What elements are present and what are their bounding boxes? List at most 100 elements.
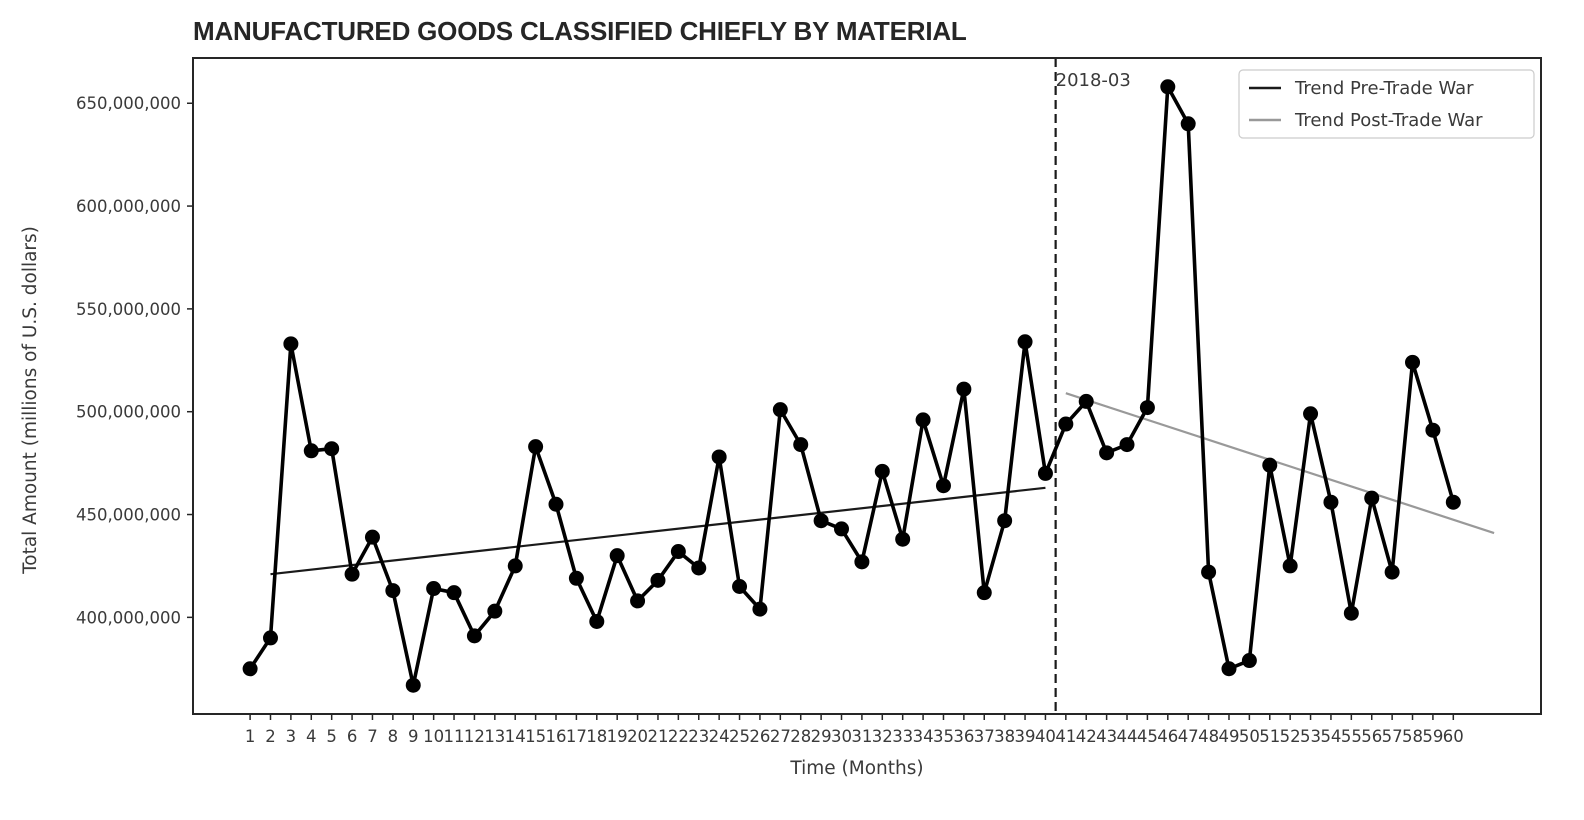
data-point <box>732 579 748 595</box>
data-point <box>487 603 503 619</box>
x-tick-label: 11 <box>444 727 465 746</box>
data-point <box>793 437 809 453</box>
x-tick-label: 1 <box>245 727 256 746</box>
x-tick-label: 17 <box>566 727 587 746</box>
trade-war-label: 2018-03 <box>1056 70 1131 91</box>
x-tick-label: 41 <box>1055 727 1076 746</box>
data-point <box>711 449 727 465</box>
data-point <box>874 463 890 479</box>
y-axis-label: Total Amount (millions of U.S. dollars) <box>20 226 41 575</box>
data-point <box>507 558 523 574</box>
data-point <box>1364 490 1380 506</box>
trade-war-marker: 2018-03 <box>1054 58 1131 714</box>
data-point <box>1282 558 1298 574</box>
y-axis: 400,000,000 450,000,000 500,000,000 550,000… <box>76 94 193 627</box>
y-tick-label: 650,000,000 <box>76 94 181 113</box>
x-tick-label: 54 <box>1320 727 1341 746</box>
data-point <box>609 548 625 564</box>
x-tick-label: 22 <box>668 727 689 746</box>
data-point <box>446 585 462 601</box>
x-tick-label: 53 <box>1300 727 1321 746</box>
data-point <box>344 566 360 582</box>
x-tick-label: 15 <box>525 727 546 746</box>
x-tick-label: 42 <box>1076 727 1097 746</box>
data-point <box>242 661 258 677</box>
data-point <box>1303 406 1319 422</box>
x-tick-label: 20 <box>627 727 648 746</box>
x-tick-label: 37 <box>974 727 995 746</box>
legend: Trend Pre-Trade War Trend Post-Trade War <box>1238 69 1535 139</box>
x-tick-label: 31 <box>851 727 872 746</box>
data-point <box>1445 494 1461 510</box>
data-point <box>854 554 870 570</box>
x-tick-label: 24 <box>709 727 730 746</box>
data-point <box>568 570 584 586</box>
x-tick-label: 32 <box>872 727 893 746</box>
legend-label: Trend Post-Trade War <box>1294 110 1483 131</box>
x-tick-label: 48 <box>1198 727 1219 746</box>
x-tick-label: 9 <box>408 727 419 746</box>
legend-label: Trend Pre-Trade War <box>1294 78 1474 99</box>
data-point <box>1323 494 1339 510</box>
x-tick-label: 59 <box>1422 727 1443 746</box>
x-tick-label: 33 <box>892 727 913 746</box>
x-tick-label: 56 <box>1361 727 1382 746</box>
data-point <box>324 441 340 457</box>
x-tick-label: 8 <box>388 727 399 746</box>
data-point <box>1037 465 1053 481</box>
data-point <box>1405 354 1421 370</box>
series-line <box>248 84 1456 688</box>
data-point <box>589 613 605 629</box>
data-point <box>1384 564 1400 580</box>
x-tick-label: 40 <box>1035 727 1056 746</box>
x-tick-label: 2 <box>265 727 276 746</box>
x-tick-label: 36 <box>953 727 974 746</box>
data-point <box>364 529 380 545</box>
x-tick-label: 19 <box>607 727 628 746</box>
data-point <box>956 381 972 397</box>
data-point <box>1119 437 1135 453</box>
trend-lines <box>270 392 1495 576</box>
x-tick-label: 7 <box>367 727 378 746</box>
x-tick-label: 14 <box>505 727 526 746</box>
y-tick-label: 400,000,000 <box>76 608 181 627</box>
y-tick-label: 550,000,000 <box>76 300 181 319</box>
x-tick-label: 27 <box>770 727 791 746</box>
x-tick-label: 47 <box>1178 727 1199 746</box>
data-point <box>303 443 319 459</box>
x-tick-label: 39 <box>1015 727 1036 746</box>
x-tick-label: 49 <box>1218 727 1239 746</box>
data-point <box>1241 653 1257 669</box>
x-tick-label: 52 <box>1280 727 1301 746</box>
data-point <box>1058 416 1074 432</box>
data-point <box>915 412 931 428</box>
y-tick-label: 500,000,000 <box>76 403 181 422</box>
x-tick-label: 26 <box>749 727 770 746</box>
x-tick-label: 35 <box>933 727 954 746</box>
data-point <box>262 630 278 646</box>
data-point <box>283 336 299 352</box>
data-point <box>1078 393 1094 409</box>
x-tick-label: 45 <box>1137 727 1158 746</box>
x-tick-label: 34 <box>913 727 934 746</box>
plot-frame <box>192 57 1542 715</box>
data-point <box>1099 445 1115 461</box>
data-point <box>466 628 482 644</box>
x-tick-label: 5 <box>326 727 337 746</box>
data-point <box>1262 457 1278 473</box>
chart-title: MANUFACTURED GOODS CLASSIFIED CHIEFLY BY… <box>193 16 967 46</box>
data-point <box>405 677 421 693</box>
x-tick-label: 12 <box>464 727 485 746</box>
x-tick-label: 57 <box>1382 727 1403 746</box>
data-point <box>997 513 1013 529</box>
data-point <box>935 478 951 494</box>
data-point <box>1201 564 1217 580</box>
data-point <box>670 544 686 560</box>
data-point <box>1221 661 1237 677</box>
x-tick-label: 16 <box>546 727 567 746</box>
y-tick-label: 600,000,000 <box>76 197 181 216</box>
legend-box <box>1238 69 1535 139</box>
x-axis-label: Time (Months) <box>789 758 923 779</box>
x-tick-label: 29 <box>811 727 832 746</box>
